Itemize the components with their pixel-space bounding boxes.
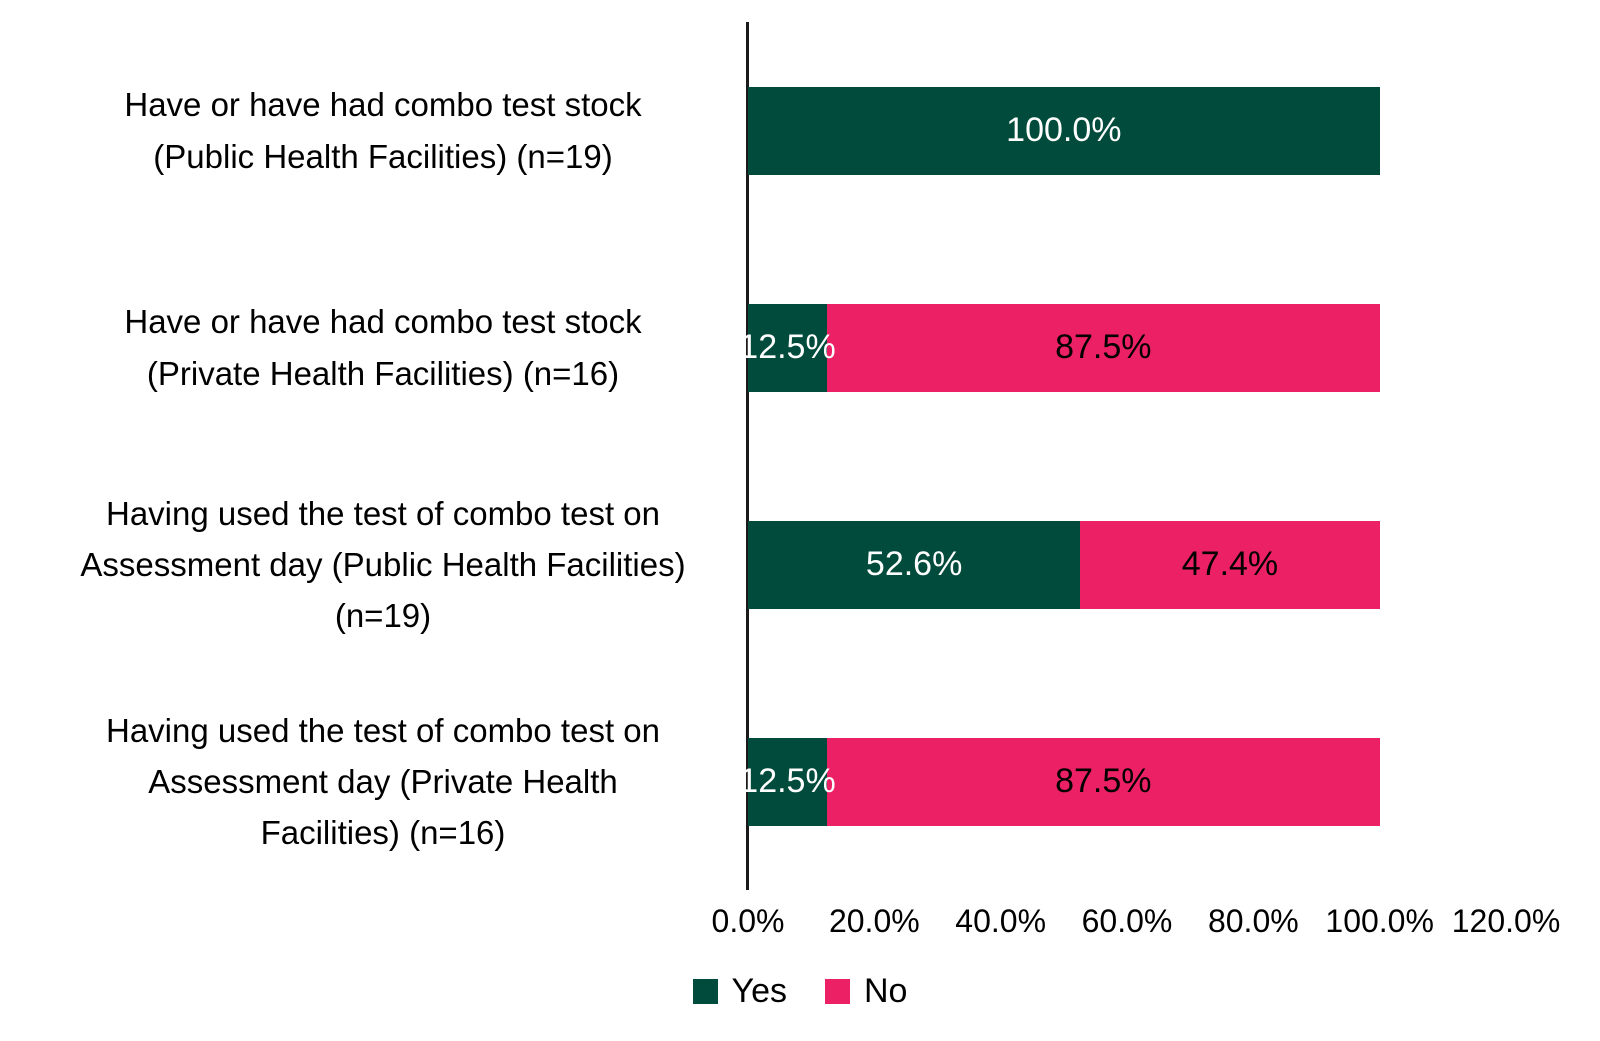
x-axis-ticks: 0.0% 20.0% 40.0% 60.0% 80.0% 100.0% 120.0% bbox=[712, 903, 1561, 947]
bar-value-label: 12.5% bbox=[739, 328, 836, 366]
x-tick-label: 60.0% bbox=[1081, 903, 1173, 939]
bar-track: 100.0% bbox=[748, 86, 1506, 175]
legend-item-yes: Yes bbox=[692, 972, 787, 1011]
bar-value-label: 47.4% bbox=[1181, 545, 1279, 583]
legend-item-no: No bbox=[825, 972, 907, 1011]
bar-segment-no: 47.4% bbox=[1080, 520, 1380, 609]
bar-segment-no: 87.5% bbox=[826, 303, 1380, 392]
bar-segment-yes: 100.0% bbox=[748, 86, 1380, 175]
category-label: Having used the test of combo test on Ass… bbox=[80, 494, 686, 635]
x-tick-label: 100.0% bbox=[1325, 903, 1434, 939]
category-label: Have or have had combo test stock (Privat… bbox=[124, 303, 642, 392]
bar-value-label: 12.5% bbox=[739, 762, 836, 800]
chart-row: Having used the test of combo test on Ass… bbox=[0, 673, 1600, 890]
chart-row: Having used the test of combo test on Ass… bbox=[0, 456, 1600, 673]
x-tick-label: 0.0% bbox=[711, 903, 785, 939]
bar-segment-yes: 12.5% bbox=[739, 303, 836, 392]
bar-segment-no: 87.5% bbox=[826, 737, 1380, 826]
x-tick-label: 120.0% bbox=[1451, 903, 1561, 939]
chart-rows: Have or have had combo test stock (Public… bbox=[0, 22, 1600, 890]
y-axis-line bbox=[746, 22, 749, 890]
bar-value-label: 100.0% bbox=[1006, 111, 1122, 149]
legend-swatch-icon bbox=[825, 979, 850, 1004]
bar-value-label: 87.5% bbox=[1055, 328, 1152, 366]
x-tick-label: 20.0% bbox=[828, 903, 920, 939]
bar-track: 12.5% 87.5% bbox=[739, 303, 1506, 392]
legend-label: No bbox=[864, 972, 908, 1010]
legend-label: Yes bbox=[731, 972, 787, 1010]
bar-segment-yes: 12.5% bbox=[739, 737, 836, 826]
x-tick-label: 80.0% bbox=[1207, 903, 1299, 939]
category-label: Have or have had combo test stock (Public… bbox=[124, 86, 642, 175]
legend-swatch-icon bbox=[692, 979, 718, 1004]
bar-track: 12.5% 87.5% bbox=[739, 737, 1506, 826]
chart-legend: Yes No bbox=[0, 972, 1600, 1011]
bar-track: 52.6% 47.4% bbox=[748, 520, 1506, 609]
chart-row: Have or have had combo test stock (Public… bbox=[0, 22, 1600, 239]
x-tick-label: 40.0% bbox=[955, 903, 1047, 939]
bar-segment-yes: 52.6% bbox=[748, 520, 1081, 609]
bar-value-label: 52.6% bbox=[865, 545, 963, 583]
chart-row: Have or have had combo test stock (Privat… bbox=[0, 239, 1600, 456]
bar-value-label: 87.5% bbox=[1055, 762, 1152, 800]
category-label: Having used the test of combo test on Ass… bbox=[106, 711, 660, 852]
